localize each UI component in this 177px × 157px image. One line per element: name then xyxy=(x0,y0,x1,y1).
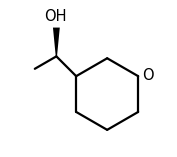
Text: OH: OH xyxy=(44,9,67,24)
Text: O: O xyxy=(142,68,154,83)
Polygon shape xyxy=(53,28,60,56)
